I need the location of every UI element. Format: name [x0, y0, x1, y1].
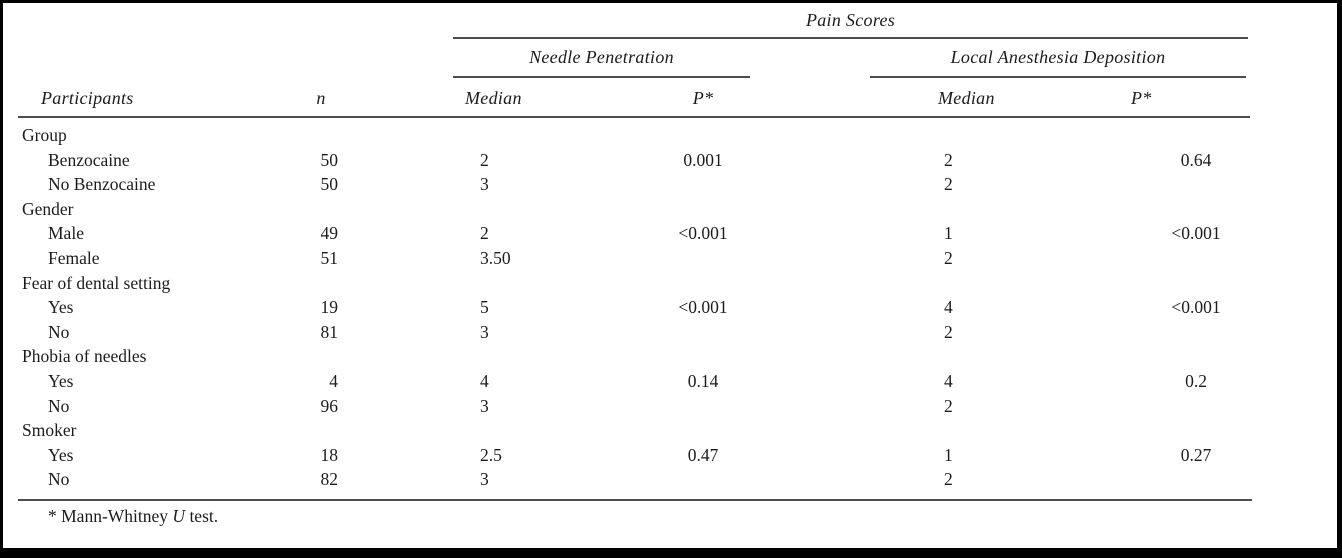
cell-la-p: 0.2 [1185, 370, 1207, 391]
cell-np-p: 0.001 [683, 149, 723, 170]
cell-np-median: 4 [480, 370, 489, 391]
table-row: Yes 19 5 <0.001 4 <0.001 [3, 295, 1337, 320]
cell-np-median: 2 [480, 149, 489, 170]
table-row: No Benzocaine 50 3 2 [3, 172, 1337, 197]
cell-la-median: 2 [944, 321, 953, 342]
table-row: Male 49 2 <0.001 1 <0.001 [3, 221, 1337, 246]
footnote-text: Mann-Whitney [61, 506, 169, 526]
row-label: Yes [48, 370, 74, 391]
cell-la-p: 0.27 [1180, 444, 1212, 465]
section-row: Phobia of needles [3, 344, 1337, 369]
cell-n: 19 [320, 297, 339, 318]
cell-np-median: 3 [480, 469, 489, 490]
section-label: Gender [22, 198, 74, 219]
footnote-statistic: U [172, 506, 186, 526]
rule-under-local-anesthesia [870, 76, 1246, 78]
section-row: Gender [3, 197, 1337, 222]
cell-la-median: 2 [944, 149, 953, 170]
footnote-text-end: test. [189, 506, 219, 526]
table-row: No 96 3 2 [3, 394, 1337, 419]
cell-np-median: 5 [480, 297, 489, 318]
cell-la-median: 4 [944, 297, 953, 318]
cell-n: 82 [320, 469, 339, 490]
row-label: No [48, 395, 70, 416]
cell-np-median: 3 [480, 174, 489, 195]
cell-n: 51 [320, 247, 339, 268]
row-label: No [48, 321, 70, 342]
cell-n: 96 [320, 395, 339, 416]
col-header-la-p: P* [1131, 88, 1152, 108]
row-label: Male [48, 223, 84, 244]
cell-la-median: 2 [944, 395, 953, 416]
cell-la-median: 2 [944, 174, 953, 195]
cell-np-median: 2.5 [480, 444, 502, 465]
cell-la-median: 4 [944, 370, 953, 391]
rule-under-title [453, 37, 1248, 39]
rule-under-headers [18, 116, 1250, 118]
group-header-needle-penetration: Needle Penetration [529, 47, 674, 67]
table-row: Benzocaine 50 2 0.001 2 0.64 [3, 148, 1337, 173]
table-row: No 82 3 2 [3, 467, 1337, 492]
cell-np-median: 3.50 [480, 247, 511, 268]
cell-np-p: <0.001 [678, 297, 728, 318]
section-label: Smoker [22, 420, 77, 441]
table-row: Yes 4 4 0.14 4 0.2 [3, 369, 1337, 394]
cell-np-median: 2 [480, 223, 489, 244]
cell-n: 50 [320, 149, 339, 170]
section-row: Fear of dental setting [3, 271, 1337, 296]
cell-la-median: 1 [944, 444, 953, 465]
row-label: Benzocaine [48, 149, 130, 170]
cell-la-p: <0.001 [1171, 223, 1221, 244]
col-header-np-p: P* [692, 88, 714, 108]
row-label: No [48, 469, 70, 490]
section-label: Group [22, 125, 67, 145]
table-row: Yes 18 2.5 0.47 1 0.27 [3, 443, 1337, 468]
cell-la-p: <0.001 [1171, 297, 1221, 318]
table-footnote: * Mann-Whitney U test. [48, 506, 218, 527]
group-header-local-anesthesia: Local Anesthesia Deposition [950, 47, 1166, 67]
row-label: No Benzocaine [48, 174, 156, 195]
rule-under-needle-penetration [453, 76, 750, 78]
table-row: No 81 3 2 [3, 320, 1337, 345]
cell-la-p: 0.64 [1180, 149, 1212, 170]
table-row: Female 51 3.50 2 [3, 246, 1337, 271]
row-label: Female [48, 247, 100, 268]
table-title: Pain Scores [805, 10, 896, 30]
footnote-marker: * [48, 506, 57, 526]
col-header-la-median: Median [938, 88, 995, 108]
cell-n: 50 [320, 174, 339, 195]
cell-np-p: <0.001 [678, 223, 728, 244]
cell-la-median: 2 [944, 247, 953, 268]
col-header-np-median: Median [465, 88, 522, 108]
col-header-participants: Participants [41, 88, 134, 108]
rule-above-footnote [18, 499, 1252, 501]
cell-n: 18 [320, 444, 339, 465]
table-body: Group Benzocaine 50 2 0.001 2 0.64 No Be… [3, 123, 1337, 492]
col-header-n: n [316, 88, 326, 108]
cell-n: 81 [320, 321, 339, 342]
section-row: Smoker [3, 418, 1337, 443]
section-row: Group [3, 123, 1337, 148]
section-label: Fear of dental setting [22, 272, 171, 293]
cell-la-median: 1 [944, 223, 953, 244]
section-label: Phobia of needles [22, 346, 147, 367]
cell-np-p: 0.14 [687, 370, 719, 391]
row-label: Yes [48, 444, 74, 465]
cell-n: 49 [320, 223, 339, 244]
cell-la-median: 2 [944, 469, 953, 490]
cell-np-p: 0.47 [687, 444, 719, 465]
cell-np-median: 3 [480, 321, 489, 342]
row-label: Yes [48, 297, 74, 318]
cell-n: 4 [329, 370, 338, 391]
cell-np-median: 3 [480, 395, 489, 416]
